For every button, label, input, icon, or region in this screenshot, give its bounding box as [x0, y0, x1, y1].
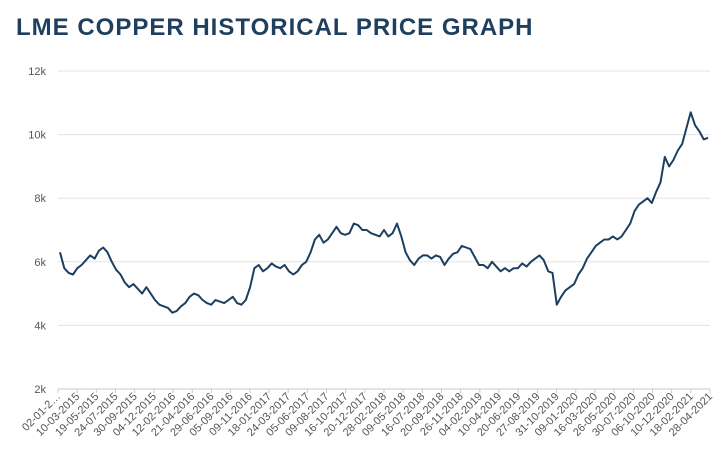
y-tick-label: 8k — [34, 193, 46, 205]
y-axis: 2k 4k 6k 8k 10k 12k — [28, 66, 46, 396]
series-layer — [59, 111, 709, 314]
y-tick-label: 2k — [34, 384, 46, 396]
y-tick-label: 10k — [28, 130, 46, 142]
chart-title: LME COPPER HISTORICAL PRICE GRAPH — [16, 14, 534, 41]
series-line-lme-copper — [59, 111, 709, 314]
y-tick-label: 6k — [34, 257, 46, 269]
gridlines — [58, 70, 710, 390]
x-axis: 02-01-2…10-03-201519-05-201524-07-201530… — [20, 389, 715, 439]
y-tick-label: 12k — [28, 66, 46, 78]
y-tick-label: 4k — [34, 320, 46, 332]
